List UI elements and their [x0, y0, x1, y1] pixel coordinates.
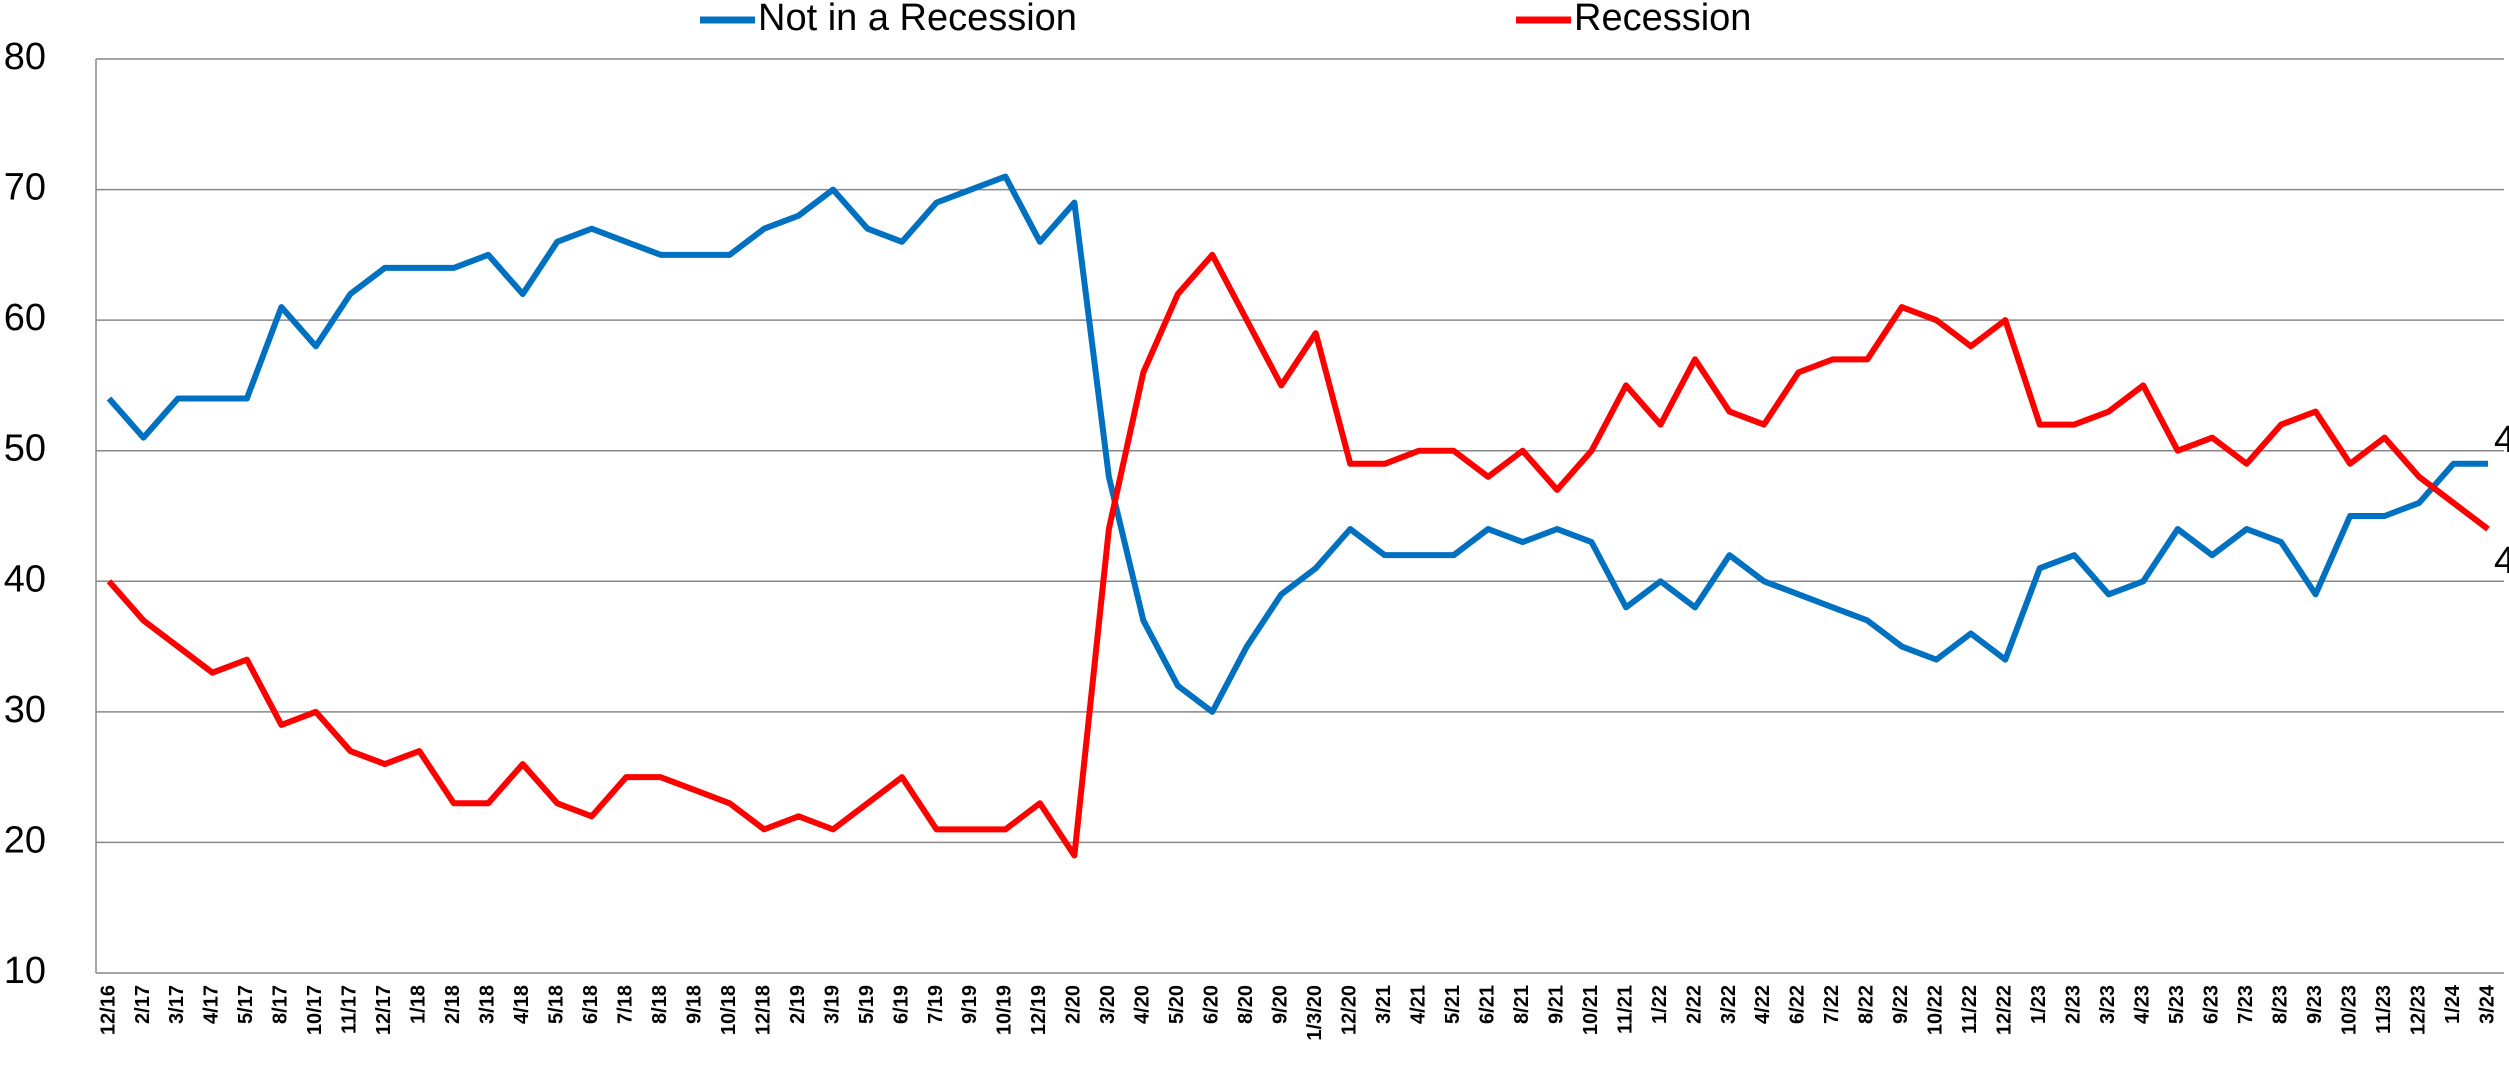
x-tick-label: 8/23	[2269, 985, 2291, 1024]
y-tick-label: 10	[4, 950, 46, 992]
x-tick-label: 3/18	[477, 985, 499, 1024]
y-tick-label: 70	[4, 167, 46, 209]
x-tick-label: 12/22	[1994, 985, 2016, 1035]
x-tick-label: 7/23	[2235, 985, 2257, 1024]
y-tick-label: 30	[4, 689, 46, 731]
x-tick-label: 6/18	[580, 985, 602, 1024]
x-tick-label: 5/23	[2166, 985, 2188, 1024]
y-tick-label: 80	[4, 36, 46, 78]
x-tick-label: 12/17	[373, 985, 395, 1035]
y-tick-label: 60	[4, 297, 46, 339]
x-tick-label: 3/24	[2476, 984, 2498, 1024]
x-tick-label: 5/19	[856, 985, 878, 1024]
y-tick-label: 50	[4, 428, 46, 470]
x-tick-label: 8/22	[1856, 985, 1878, 1024]
end-value-label: 44	[2494, 540, 2509, 582]
x-tick-label: 4/20	[1132, 985, 1154, 1024]
series-line	[106, 173, 2488, 715]
x-tick-label: 5/21	[1442, 985, 1464, 1024]
end-value-label: 49	[2494, 419, 2509, 461]
x-tick-label: 12/23	[2407, 985, 2429, 1035]
x-tick-label: 1/23	[2028, 985, 2050, 1024]
x-tick-label: 7/18	[614, 985, 636, 1024]
x-tick-label: 12/18	[752, 985, 774, 1035]
x-tick-label: 12/16	[97, 985, 119, 1035]
x-tick-label: 1/24	[2442, 984, 2464, 1024]
series-line	[106, 251, 2490, 859]
x-tick-label: 4/22	[1752, 985, 1774, 1024]
x-tick-label: 3/22	[1718, 985, 1740, 1024]
x-tick-label: 5/20	[1166, 985, 1188, 1024]
x-tick-label: 8/18	[649, 985, 671, 1024]
x-tick-label: 6/23	[2200, 985, 2222, 1024]
x-tick-label: 6/22	[1787, 985, 1809, 1024]
x-tick-label: 4/18	[511, 985, 533, 1024]
x-tick-label: 7/19	[925, 985, 947, 1024]
x-tick-label: 4/21	[1407, 985, 1429, 1024]
x-tick-label: 3/19	[821, 985, 843, 1024]
x-tick-label: 4/17	[201, 985, 223, 1024]
x-tick-label: 12/19	[1028, 985, 1050, 1035]
x-tick-label: 11/21	[1614, 985, 1636, 1034]
x-tick-label: 11/23	[2373, 985, 2395, 1034]
x-tick-label: 12/20	[1338, 985, 1360, 1035]
legend-label: Recession	[1574, 0, 1751, 39]
y-tick-label: 20	[4, 819, 46, 861]
legend-label: Not in a Recession	[758, 0, 1077, 39]
y-tick-label: 40	[4, 558, 46, 600]
x-tick-label: 1/22	[1649, 985, 1671, 1024]
x-tick-label: 2/18	[442, 985, 464, 1024]
x-tick-label: 3/17	[166, 985, 188, 1024]
x-tick-label: 4/23	[2131, 985, 2153, 1024]
x-tick-label: 7/22	[1821, 985, 1843, 1024]
x-tick-label: 10/23	[2338, 985, 2360, 1035]
x-tick-label: 3/21	[1373, 985, 1395, 1024]
x-tick-label: 8/21	[1511, 985, 1533, 1024]
x-tick-label: 8/20	[1235, 985, 1257, 1024]
x-tick-label: 2/19	[787, 985, 809, 1024]
x-tick-label: 6/21	[1476, 985, 1498, 1024]
x-tick-label: 2/23	[2063, 985, 2085, 1024]
x-tick-label: 9/22	[1890, 985, 1912, 1024]
x-tick-label: 11/17	[339, 985, 361, 1034]
x-tick-label: 8/17	[270, 985, 292, 1024]
x-tick-label: 9/21	[1545, 985, 1567, 1024]
x-tick-label: 9/23	[2304, 985, 2326, 1024]
x-tick-label: 3/23	[2097, 985, 2119, 1024]
x-tick-label: 6/19	[890, 985, 912, 1024]
x-tick-label: 3/20	[1097, 985, 1119, 1024]
x-tick-label: 10/17	[304, 985, 326, 1035]
x-tick-label: 2/22	[1683, 985, 1705, 1024]
x-tick-label: 10/21	[1580, 985, 1602, 1035]
x-tick-label: 9/18	[683, 985, 705, 1024]
x-tick-label: 1/3/20	[1304, 985, 1326, 1041]
x-tick-label: 10/22	[1925, 985, 1947, 1035]
x-tick-label: 5/17	[235, 985, 257, 1024]
x-tick-label: 2/17	[132, 985, 154, 1024]
x-tick-label: 9/20	[1270, 985, 1292, 1024]
x-tick-label: 10/18	[718, 985, 740, 1035]
x-tick-label: 2/20	[1063, 985, 1085, 1024]
x-tick-label: 6/20	[1201, 985, 1223, 1024]
x-tick-label: 10/19	[994, 985, 1016, 1035]
x-tick-label: 11/22	[1959, 985, 1981, 1034]
x-tick-label: 1/18	[408, 985, 430, 1024]
x-tick-label: 9/19	[959, 985, 981, 1024]
x-tick-label: 5/18	[545, 985, 567, 1024]
